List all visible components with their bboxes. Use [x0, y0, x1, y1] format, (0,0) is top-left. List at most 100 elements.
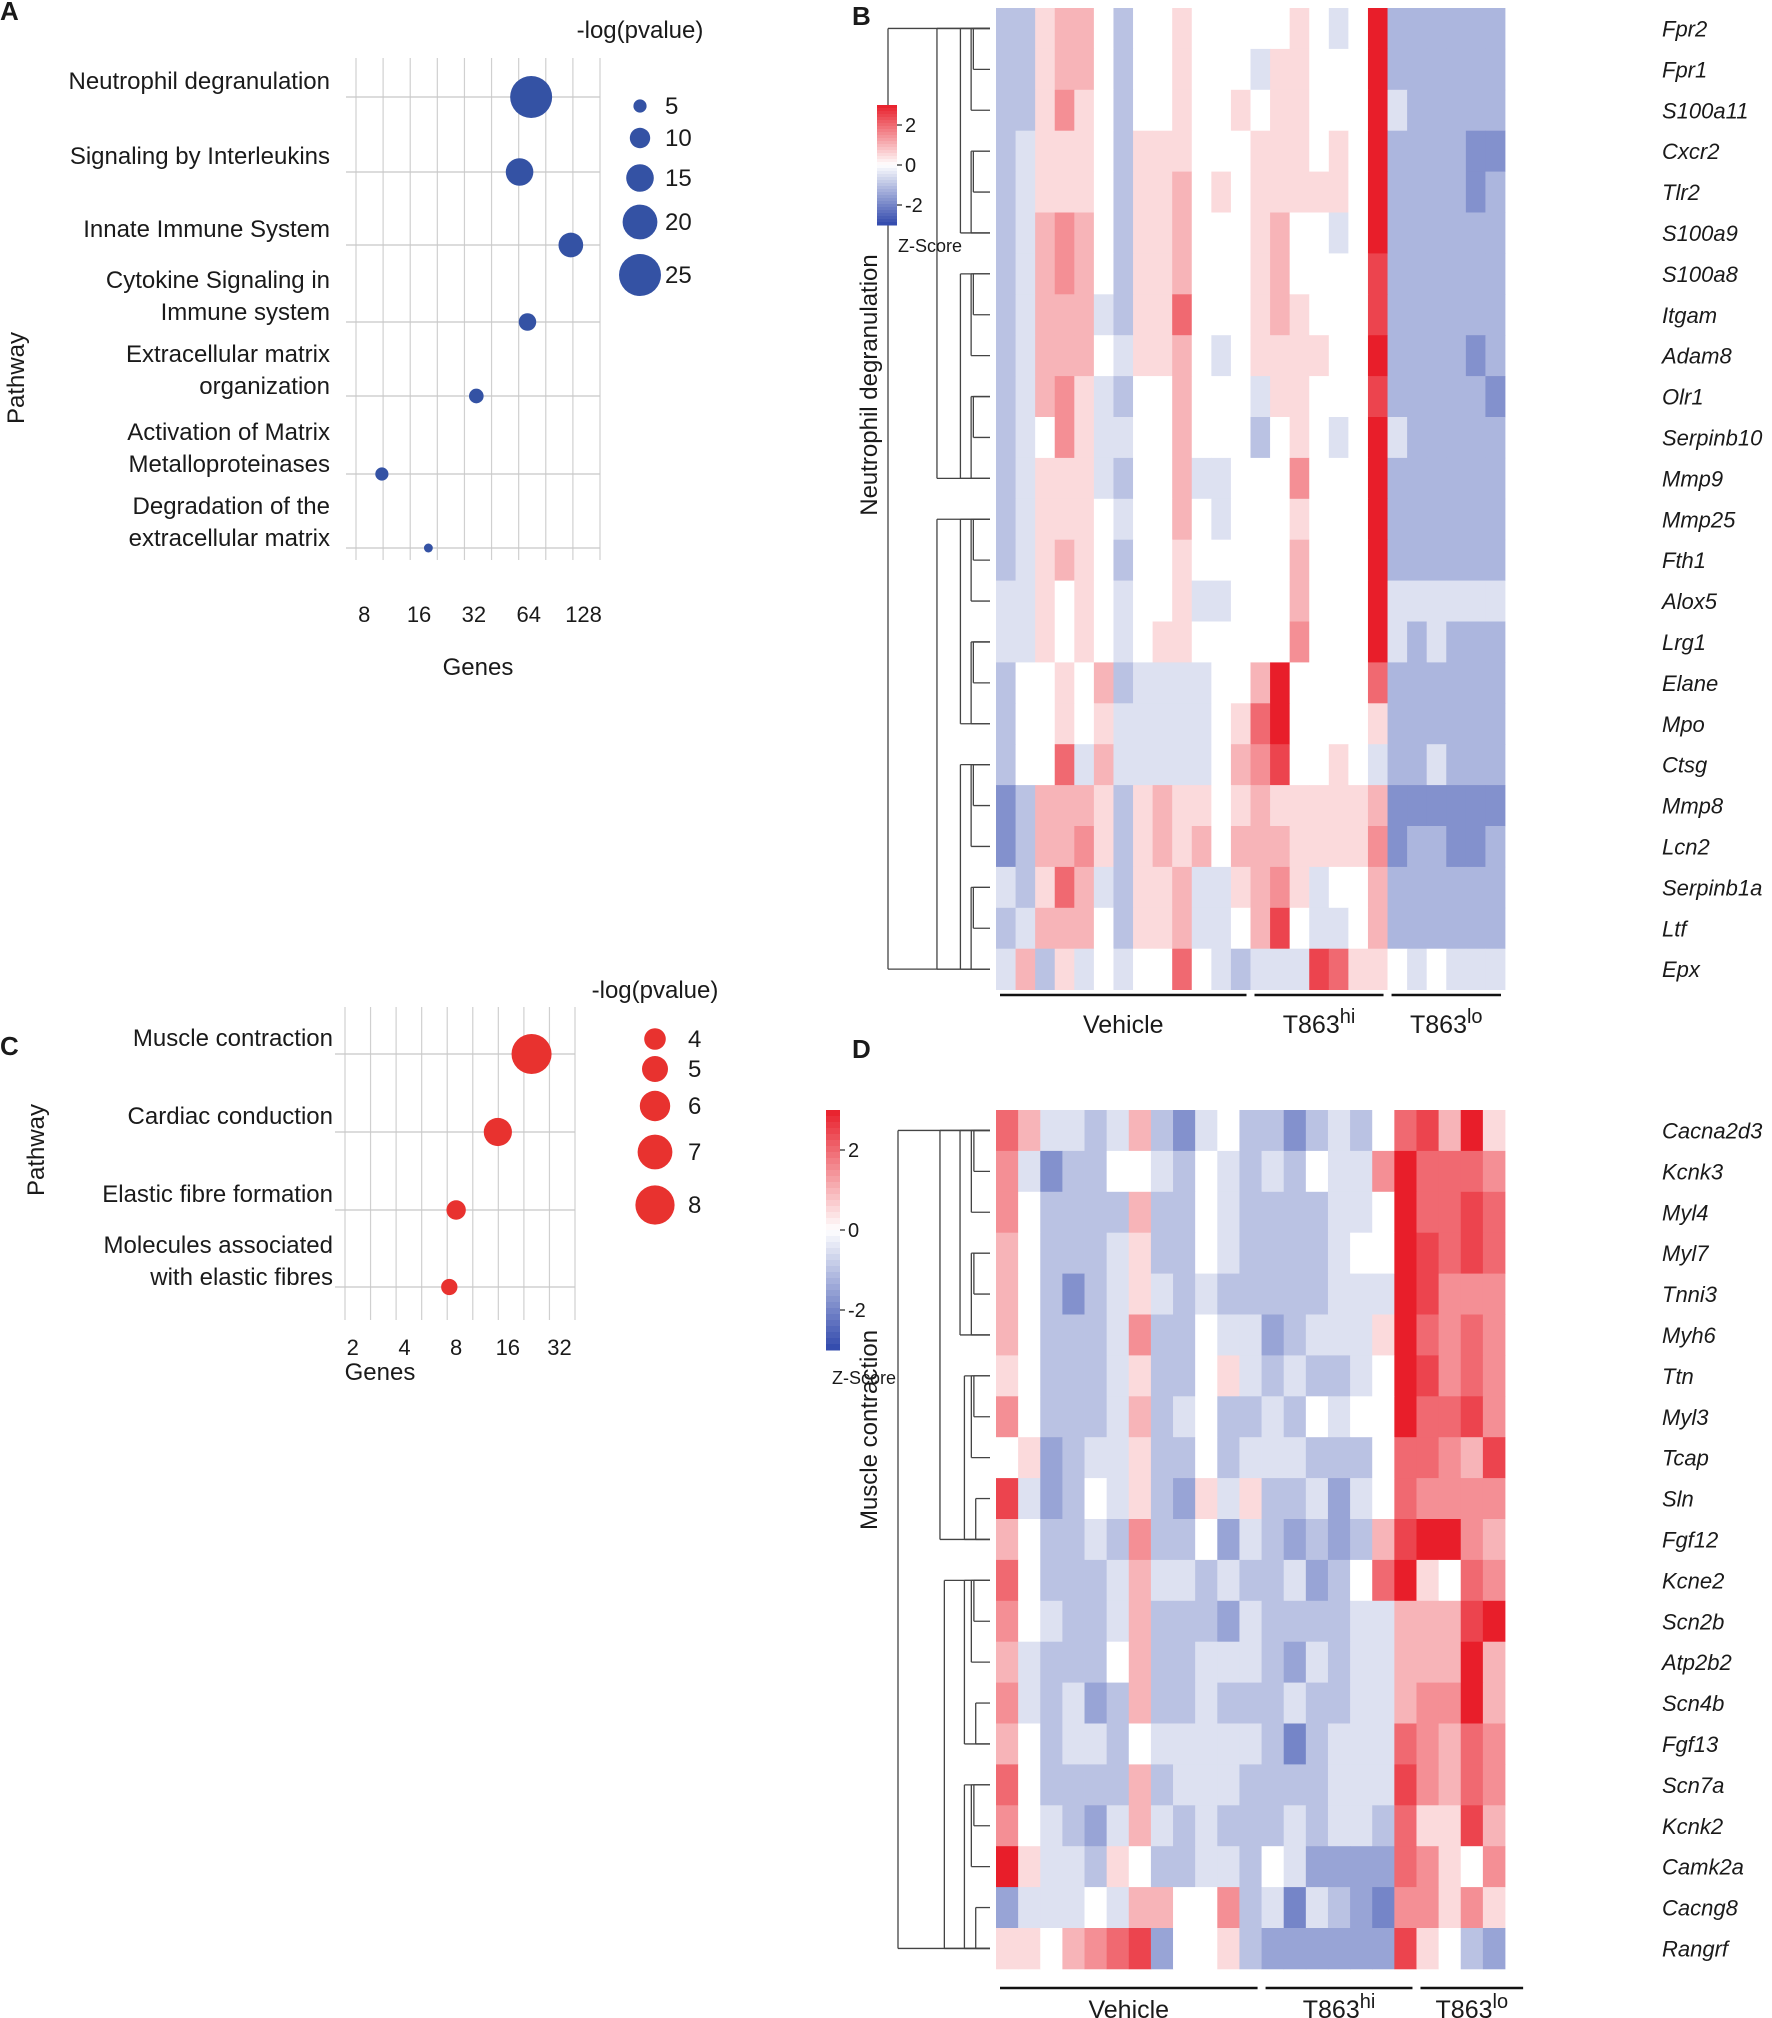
heatmap-cell-B: [1054, 826, 1075, 868]
heatmap-cell-B: [1172, 498, 1193, 541]
heatmap-cell-B: [1387, 703, 1408, 745]
heatmap-cell-B: [1074, 8, 1095, 50]
heatmap-cell-B: [1348, 376, 1369, 418]
heatmap-cell-B: [1328, 294, 1349, 336]
heatmap-cell-D: [1283, 1191, 1307, 1234]
size-legend-value: 20: [665, 209, 692, 236]
size-legend-dot: [644, 1028, 666, 1050]
colorbar-segment: [826, 1332, 840, 1339]
heatmap-cell-D: [1106, 1887, 1130, 1929]
colorbar-segment: [877, 159, 897, 163]
colorbar-segment: [826, 1320, 840, 1327]
heatmap-cell-D: [1416, 1519, 1440, 1561]
colorbar-segment: [826, 1290, 840, 1297]
heatmap-cell-D: [1438, 1928, 1462, 1970]
heatmap-cell-B: [1113, 907, 1134, 950]
heatmap-cell-B: [1485, 294, 1506, 336]
heatmap-cell-B: [1289, 621, 1310, 663]
heatmap-cell-D: [1416, 1805, 1440, 1847]
colorbar-segment: [826, 1242, 840, 1249]
heatmap-cell-D: [1283, 1764, 1307, 1806]
heatmap-cell-D: [1460, 1191, 1484, 1234]
heatmap-cell-B: [1172, 580, 1193, 622]
heatmap-cell-B: [1485, 457, 1506, 500]
heatmap-cell-D: [1062, 1273, 1085, 1315]
colorbar-segment: [826, 1260, 840, 1267]
heatmap-cell-D: [1239, 1110, 1262, 1152]
heatmap-cell-D: [1217, 1110, 1240, 1152]
heatmap-cell-D: [1305, 1887, 1329, 1929]
gene-label: Rangrf: [1662, 1936, 1731, 1961]
heatmap-cell-D: [1040, 1682, 1063, 1724]
heatmap-cell-D: [1040, 1437, 1063, 1479]
pathway-label: Signaling by Interleukins: [70, 143, 330, 170]
pathway-label: Elastic fibre formation: [102, 1181, 333, 1208]
heatmap-cell-D: [1084, 1519, 1108, 1561]
pathway-label: Cytokine Signaling in: [106, 267, 330, 294]
heatmap-cell-D: [1460, 1559, 1484, 1602]
colorbar-segment: [877, 192, 897, 196]
heatmap-cell-D: [1018, 1764, 1041, 1806]
heatmap-cell-D: [1062, 1846, 1085, 1888]
size-legend-dot: [637, 1134, 673, 1170]
heatmap-cell-B: [1113, 417, 1134, 459]
heatmap-cell-B: [1446, 457, 1467, 500]
heatmap-cell-D: [1173, 1314, 1196, 1356]
heatmap-cell-D: [1084, 1887, 1108, 1929]
heatmap-cell-B: [1387, 948, 1408, 990]
heatmap-cell-B: [1093, 866, 1114, 909]
heatmap-cell-D: [1239, 1150, 1262, 1193]
heatmap-cell-D: [1438, 1600, 1462, 1643]
heatmap-cell-B: [1035, 294, 1056, 336]
gene-label: Tcap: [1662, 1446, 1709, 1471]
heatmap-cell-B: [1211, 457, 1232, 500]
heatmap-cell-D: [1416, 1928, 1440, 1970]
heatmap-cell-B: [1367, 294, 1388, 336]
heatmap-cell-D: [996, 1110, 1019, 1152]
heatmap-cell-D: [1350, 1110, 1373, 1152]
heatmap-cell-D: [1018, 1519, 1041, 1561]
heatmap-cell-B: [1367, 48, 1388, 91]
heatmap-cell-D: [996, 1150, 1019, 1193]
size-legend-value: 5: [688, 1056, 701, 1083]
heatmap-cell-D: [1128, 1846, 1152, 1888]
heatmap-cell-D: [996, 1805, 1019, 1847]
heatmap-cell-B: [1367, 539, 1388, 581]
heatmap-cell-D: [1482, 1519, 1506, 1561]
size-legend-dot: [639, 1090, 671, 1122]
gene-label: Ltf: [1662, 916, 1689, 941]
heatmap-cell-D: [1128, 1232, 1152, 1274]
heatmap-cell-B: [1426, 785, 1447, 827]
heatmap-cell-D: [1040, 1519, 1063, 1561]
heatmap-cell-B: [1015, 744, 1036, 786]
heatmap-cell-D: [1150, 1314, 1174, 1356]
y-axis-title: Pathway: [23, 1104, 50, 1196]
heatmap-cell-D: [1239, 1314, 1262, 1356]
heatmap-cell-D: [1084, 1641, 1108, 1683]
gene-label: Kcnk2: [1662, 1814, 1723, 1839]
heatmap-cell-D: [1394, 1805, 1417, 1847]
size-legend-value: 15: [665, 165, 692, 192]
heatmap-cell-D: [1195, 1641, 1218, 1683]
heatmap-cell-B: [1172, 89, 1193, 132]
heatmap-cell-B: [1328, 376, 1349, 418]
heatmap-cell-D: [1062, 1641, 1085, 1683]
heatmap-cell-B: [1152, 294, 1173, 336]
heatmap-cell-B: [1426, 457, 1447, 500]
colorbar-segment: [877, 180, 897, 184]
heatmap-cell-D: [1150, 1887, 1174, 1929]
heatmap-cell-B: [1230, 662, 1251, 704]
heatmap-cell-B: [1485, 417, 1506, 459]
heatmap-cell-B: [1426, 417, 1447, 459]
gene-label: Kcnk3: [1662, 1159, 1724, 1184]
heatmap-cell-B: [1387, 253, 1408, 295]
heatmap-cell-B: [1113, 89, 1134, 132]
pathway-label: Neutrophil degranulation: [68, 68, 330, 95]
heatmap-cell-B: [1309, 171, 1330, 213]
heatmap-cell-B: [1407, 89, 1428, 132]
heatmap-cell-D: [1173, 1887, 1196, 1929]
colorbar-segment: [877, 201, 897, 205]
heatmap-cell-D: [1482, 1682, 1506, 1724]
heatmap-cell-B: [1074, 457, 1095, 500]
heatmap-cell-D: [1106, 1314, 1130, 1356]
